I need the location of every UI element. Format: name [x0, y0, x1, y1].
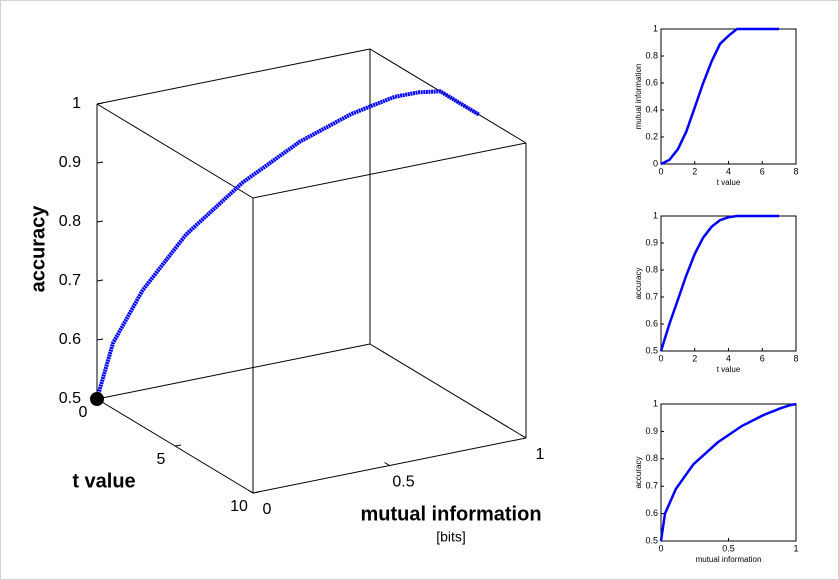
x-axis-label: t value [717, 178, 741, 187]
y-tick [174, 444, 182, 447]
y-axis-label: t value [72, 470, 135, 492]
z-tick [96, 279, 104, 282]
box-edge [96, 103, 254, 199]
y-tick-label: 0.6 [645, 318, 658, 328]
y-tick-label: 1 [653, 398, 658, 408]
y-tick-label: 0.6 [645, 77, 658, 87]
x-tick [247, 489, 254, 494]
z-tick [96, 102, 104, 105]
y-tick-label: 0.4 [645, 104, 658, 114]
curve [659, 214, 780, 352]
x-tick-label: 0.5 [722, 543, 735, 553]
x-tick-label: 1 [793, 543, 798, 553]
x-axis-label: mutual information [696, 555, 762, 564]
y-axis-label: accuracy [634, 267, 643, 299]
z-tick-label: 0.7 [59, 272, 81, 289]
axes-box [660, 28, 797, 165]
y-tick-label: 0 [79, 404, 88, 421]
x-axis-label: t value [717, 365, 741, 374]
y-tick-label: 0.8 [645, 453, 658, 463]
x-tick-label: 0 [658, 166, 663, 176]
x-tick-label: 0 [658, 543, 663, 553]
z-tick-label: 0.5 [59, 390, 81, 407]
x-axis-sublabel: [bits] [436, 529, 466, 545]
z-tick-label: 0.9 [59, 154, 81, 171]
z-axis-label: accuracy [27, 205, 49, 293]
y-tick-label: 0 [653, 158, 658, 168]
x-tick [520, 434, 527, 439]
y-tick-label: 0.8 [645, 50, 658, 60]
x-tick-label: 6 [760, 353, 765, 363]
x-tick-label: 4 [726, 166, 731, 176]
box-edge [96, 48, 371, 105]
x-tick-label: 0.5 [392, 474, 414, 491]
x-axis-label: mutual information [360, 503, 541, 525]
x-tick-label: 0 [263, 501, 272, 518]
box-edge [252, 142, 527, 199]
y-tick-label: 0.7 [645, 291, 658, 301]
y-tick-label: 5 [157, 451, 166, 468]
curve [660, 27, 780, 166]
z-tick-label: 0.6 [59, 331, 81, 348]
y-tick-label: 1 [653, 210, 658, 220]
x-tick-label: 8 [793, 166, 798, 176]
z-tick-label: 0.8 [59, 213, 81, 230]
y-tick-label: 0.2 [645, 131, 658, 141]
y-tick-label: 0.9 [645, 237, 658, 247]
x-tick-label: 4 [726, 353, 731, 363]
z-tick [96, 220, 104, 223]
y-tick-label: 0.5 [645, 535, 658, 545]
y-tick-label: 0.8 [645, 264, 658, 274]
z-tick-label: 1 [72, 95, 81, 112]
x-tick-label: 1 [536, 446, 545, 463]
x-tick-label: 8 [793, 353, 798, 363]
y-tick-label: 0.7 [645, 481, 658, 491]
y-tick-label: 0.5 [645, 345, 658, 355]
axes-box [660, 403, 797, 542]
start-marker [90, 392, 104, 406]
x-tick-label: 2 [692, 166, 697, 176]
z-tick [96, 161, 104, 164]
x-tick-label: 6 [760, 166, 765, 176]
box-edge [369, 343, 527, 439]
y-axis-label: mutual information [634, 64, 643, 130]
y-axis-label: accuracy [634, 456, 643, 488]
y-tick-label: 0.9 [645, 426, 658, 436]
x-tick [384, 462, 390, 466]
z-tick [96, 338, 104, 341]
curve [659, 402, 797, 542]
y-tick-label: 1 [653, 23, 658, 33]
x-tick-label: 2 [692, 353, 697, 363]
y-tick-label: 0.6 [645, 508, 658, 518]
y-tick-label: 10 [230, 498, 248, 515]
x-tick-label: 0 [658, 353, 663, 363]
curve-3d [95, 89, 481, 400]
y-tick [252, 491, 260, 494]
box-edge [96, 343, 371, 400]
axes-box [660, 215, 797, 352]
